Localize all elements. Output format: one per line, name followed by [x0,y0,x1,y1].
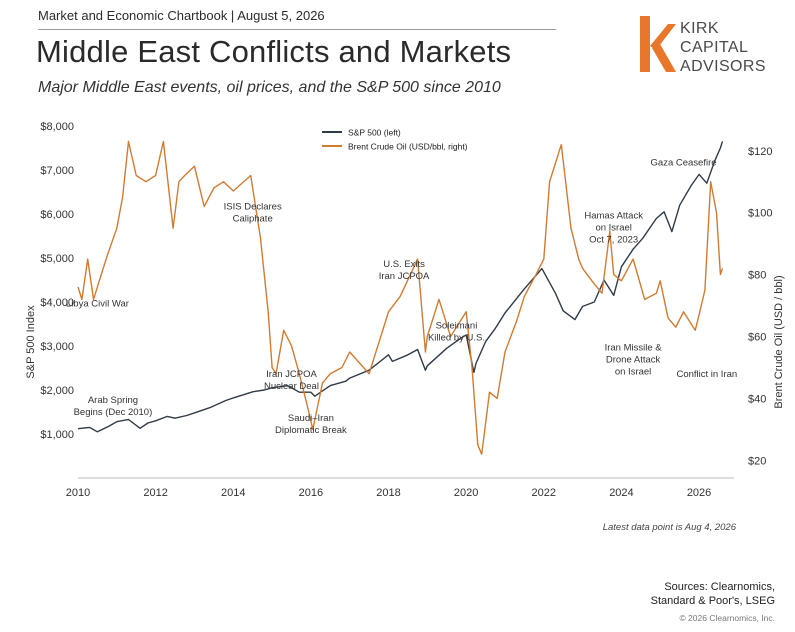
y-right-tick-label: $40 [748,393,766,405]
event-annotation: U.S. Exits Iran JCPOA [379,259,430,282]
event-annotation: Conflict in Iran [676,369,737,380]
company-logo [636,16,776,80]
event-annotation: Gaza Ceasefire [651,158,717,169]
x-tick-label: 2020 [454,487,478,499]
x-tick-label: 2018 [376,487,400,499]
sources-note: Sources: Clearnomics, Standard & Poor's,… [560,580,775,608]
y-left-tick-label: $2,000 [40,385,74,397]
y-right-axis-title: Brent Crude Oil (USD / bbl) [773,275,785,408]
x-tick-label: 2016 [299,487,323,499]
page-title: Middle East Conflicts and Markets [36,34,512,69]
header-divider [38,29,556,30]
kirk-k-logo-icon [640,16,676,72]
logo-text-line3: ADVISORS [680,58,766,75]
sources-line-1: Sources: Clearnomics, [664,581,775,593]
event-annotation: Hamas Attack on Israel Oct 7, 2023 [584,210,643,245]
y-left-tick-label: $7,000 [40,165,74,177]
chart-svg: 2010 2012 2014 2016 2018 2020 2022 2024 2026 $1,0… [25,121,785,499]
copyright-note: © 2026 Clearnomics, Inc. [679,613,775,623]
x-tick-label: 2026 [687,487,711,499]
event-annotation: Soleimani Killed by U.S. [428,320,485,343]
legend-label-brent: Brent Crude Oil (USD/bbl, right) [348,142,468,152]
y-left-tick-label: $8,000 [40,121,74,133]
sp500-series-line [77,141,724,433]
x-tick-label: 2010 [66,487,90,499]
latest-data-note: Latest data point is Aug 4, 2026 [602,522,736,533]
y-right-tick-label: $80 [748,270,766,282]
y-left-tick-label: $1,000 [40,429,74,441]
y-right-tick-label: $20 [748,455,766,467]
sources-line-2: Standard & Poor's, LSEG [650,595,775,607]
y-left-tick-label: $6,000 [40,209,74,221]
x-tick-label: 2024 [609,487,633,499]
event-annotation: ISIS Declares Caliphate [224,202,282,225]
logo-text-line1: KIRK [680,20,719,37]
legend-label-sp500: S&P 500 (left) [348,128,401,138]
logo-text-line2: CAPITAL [680,39,749,56]
event-annotation: Saudi–Iran Diplomatic Break [275,413,347,436]
brent-oil-series-line [77,140,724,455]
page-subtitle: Major Middle East events, oil prices, an… [38,79,501,96]
y-left-tick-label: $4,000 [40,297,74,309]
y-left-axis-title: S&P 500 Index [25,305,37,379]
y-right-tick-label: $120 [748,146,772,158]
event-annotation: Arab Spring Begins (Dec 2010) [74,395,153,418]
y-left-tick-label: $3,000 [40,341,74,353]
x-tick-label: 2012 [143,487,167,499]
y-left-tick-label: $5,000 [40,253,74,265]
event-annotation: Iran Missile & Drone Attack on Israel [605,342,663,377]
event-annotation: Iran JCPOA Nuclear Deal [264,369,319,392]
chart-container: 2010 2012 2014 2016 2018 2020 2022 2024 2026 $1,0… [0,100,795,540]
y-right-tick-label: $100 [748,208,772,220]
y-right-tick-label: $60 [748,332,766,344]
x-tick-label: 2022 [532,487,556,499]
event-annotation: Libya Civil War [66,298,129,309]
x-tick-label: 2014 [221,487,245,499]
chartbook-header-label: Market and Economic Chartbook | August 5… [38,8,325,23]
